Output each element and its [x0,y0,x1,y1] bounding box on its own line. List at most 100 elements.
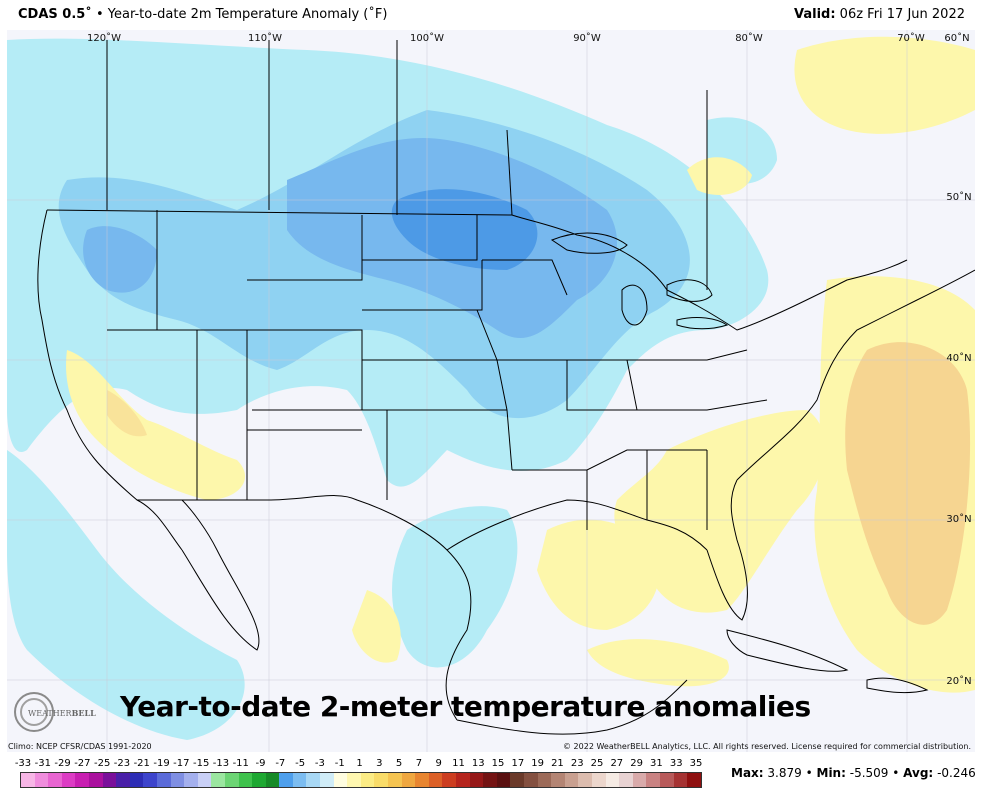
lon-label-110w: 110˚W [248,32,282,44]
legend-swatch [456,773,470,787]
legend-tick-label: 31 [650,758,663,769]
legend-tick-label: -3 [314,758,325,769]
legend-tick-label: 27 [610,758,624,769]
legend-swatch [48,773,62,787]
legend-tick-label: -23 [113,758,131,769]
legend-swatch [619,773,633,787]
warm-region-southeast [614,410,826,613]
valid-value: 06z Fri 17 Jun 2022 [839,7,965,22]
legend-tick-label: 23 [570,758,584,769]
legend-swatch [605,773,620,787]
legend-tick-label: 5 [395,758,403,769]
warm-region-quebec [687,157,752,195]
legend-swatch [184,773,198,787]
legend-tick-label: 1 [356,758,363,769]
legend-tick-label: 11 [452,758,465,769]
legend-tick-label: 25 [590,758,604,769]
legend-swatch [428,773,443,787]
legend-tick-label: -9 [255,758,266,769]
legend-swatch [388,773,402,787]
legend-swatch [415,773,429,787]
lat-label-30n: 30˚N [946,513,971,525]
cool-region-gulf [392,506,518,668]
lat-label-40n: 40˚N [946,352,971,364]
color-legend: -33 -31 -29 -27 -25 -23 -21 -19 -17 -15 -13 -11 -9 -7… [14,757,704,793]
max-value: 3.879 [767,766,802,780]
legend-swatch [306,773,321,787]
legend-swatch [564,773,579,787]
stats-sep-1: • [805,766,813,780]
legend-swatch [333,773,348,787]
legend-swatch [523,773,538,787]
legend-tick-label: -25 [94,758,111,769]
valid-time: Valid: 06z Fri 17 Jun 2022 [794,7,965,22]
avg-label: Avg: [903,766,934,780]
legend-tick-label: -19 [153,758,170,769]
legend-tick-label: -15 [192,758,210,769]
legend-tick-label: 19 [531,758,545,769]
legend-tick-label: -17 [173,758,190,769]
lon-label-90w: 90˚W [573,32,601,44]
logo-text-part2: BELL [71,708,96,718]
map-header: CDAS 0.5˚ • Year-to-date 2m Temperature … [0,0,981,30]
legend-swatch [75,773,89,787]
avg-value: -0.246 [937,766,976,780]
legend-swatch [401,773,416,787]
legend-tick-label: 35 [689,758,703,769]
legend-swatch [265,773,280,787]
lon-label-100w: 100˚W [410,32,444,44]
legend-swatch [156,773,171,787]
max-label: Max: [731,766,764,780]
copyright-notice: © 2022 WeatherBELL Analytics, LLC. All r… [563,742,971,751]
lat-label-60n: 60˚N [944,32,969,44]
legend-swatch [116,773,130,787]
warm-region-north-atlantic [794,36,975,134]
legend-tick-label: 29 [630,758,643,769]
logo-inner-ring [20,698,48,726]
legend-tick-label: -11 [232,758,249,769]
variable-title: Year-to-date 2m Temperature Anomaly (˚F) [107,7,388,22]
legend-tick-label: 3 [376,758,383,769]
cool-region-deep [391,189,538,270]
legend-tick-label: 15 [491,758,505,769]
legend-swatch [211,773,225,787]
legend-swatch [510,773,524,787]
legend-swatch [687,773,701,787]
legend-swatch [102,773,117,787]
cool-region-coastal-west [7,450,245,740]
political-boundaries [37,40,975,735]
legend-swatch [659,773,674,787]
anomaly-map[interactable]: 120˚W 110˚W 100˚W 90˚W 80˚W 70˚W 60˚N 50… [7,30,975,752]
cool-region-pacific-nw [83,226,157,293]
lat-label-20n: 20˚N [946,675,971,687]
legend-swatch [646,773,660,787]
legend-tick-label: 9 [435,758,442,769]
legend-swatch [238,773,253,787]
legend-swatch [537,773,552,787]
legend-swatch [347,773,361,787]
title-bullet: • [95,7,104,22]
warm-region-mexico [352,590,401,663]
legend-tick-label: 13 [471,758,485,769]
legend-tick-label: -27 [74,758,91,769]
legend-tick-label: -29 [54,758,71,769]
legend-tick-label: 7 [415,758,423,769]
warm-region-southwest [66,350,246,500]
legend-swatch [442,773,456,787]
legend-tick-label: 33 [669,758,683,769]
legend-tick-labels: -33 -31 -29 -27 -25 -23 -21 -19 -17 -15 -13 -11 -9 -7… [14,757,704,771]
legend-swatch [129,773,144,787]
legend-swatch [673,773,688,787]
lon-label-120w: 120˚W [87,32,121,44]
legend-tick-label: 21 [551,758,564,769]
field-stats: Max: 3.879 • Min: -5.509 • Avg: -0.246 [731,766,976,780]
climo-source: Climo: NCEP CFSR/CDAS 1991-2020 [8,742,152,751]
map-canvas: 120˚W 110˚W 100˚W 90˚W 80˚W 70˚W 60˚N 50… [7,30,975,752]
legend-swatch [34,773,49,787]
overlay-title: Year-to-date 2-meter temperature anomali… [120,690,811,723]
legend-tick-label: -31 [34,758,51,769]
legend-swatch [632,773,647,787]
legend-swatch [197,773,212,787]
legend-tick-label: -7 [275,758,286,769]
legend-swatch [21,773,35,787]
